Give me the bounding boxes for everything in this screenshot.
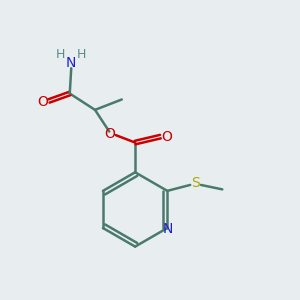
Text: O: O [104,127,115,141]
Text: H: H [77,48,86,62]
Text: N: N [66,56,76,70]
Text: N: N [162,222,172,236]
Text: O: O [161,130,172,144]
Text: H: H [56,48,65,62]
Text: S: S [191,176,200,190]
Text: O: O [37,94,48,109]
